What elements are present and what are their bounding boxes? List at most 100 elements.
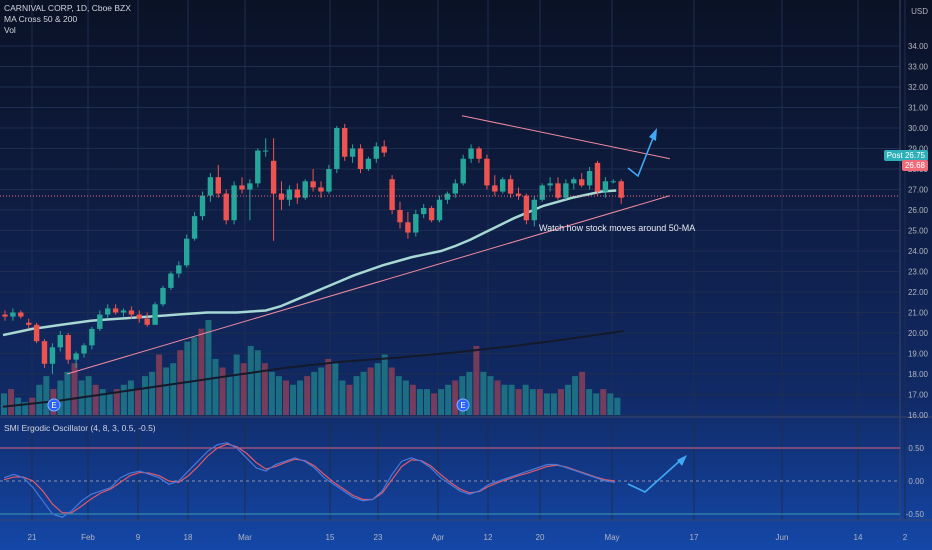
candle-body bbox=[507, 179, 514, 194]
osc-projection-arrow bbox=[627, 457, 684, 493]
volume-bar bbox=[134, 389, 141, 415]
ma50-line bbox=[2, 189, 617, 337]
earnings-marker-label: E bbox=[51, 401, 56, 410]
volume-bar bbox=[381, 354, 388, 415]
candles bbox=[2, 123, 624, 374]
candle bbox=[373, 142, 379, 163]
candle bbox=[531, 195, 537, 227]
price-axis-label: 19.00 bbox=[908, 350, 929, 359]
price-axis: 16.00 17.00 18.00 19.00 20.00 21.00 22.00 23.00… bbox=[908, 7, 929, 420]
candle-body bbox=[397, 210, 403, 223]
volume-bar bbox=[219, 367, 226, 415]
time-axis-label: 17 bbox=[690, 533, 699, 542]
volume-bar bbox=[536, 389, 543, 415]
volume-bar bbox=[557, 389, 564, 415]
candle-body bbox=[255, 150, 261, 184]
candle bbox=[539, 183, 545, 202]
volume-bar bbox=[353, 376, 360, 415]
candle bbox=[365, 156, 372, 172]
candle bbox=[144, 312, 150, 327]
candle-body bbox=[263, 150, 269, 152]
candle bbox=[152, 302, 158, 325]
candle bbox=[492, 175, 498, 196]
candle-body bbox=[468, 148, 474, 159]
volume-bar bbox=[424, 389, 430, 415]
time-axis-label: Mar bbox=[238, 533, 252, 542]
chart-annotation-text[interactable]: Watch how stock moves around 50-MA bbox=[539, 223, 696, 233]
volume-bar bbox=[29, 397, 36, 415]
volume-bar bbox=[318, 367, 325, 415]
price-axis-label: 16.00 bbox=[908, 411, 929, 420]
candle bbox=[176, 261, 182, 278]
candle bbox=[18, 310, 24, 319]
price-axis-label: 18.00 bbox=[908, 370, 929, 379]
candle bbox=[594, 160, 601, 196]
price-axis-label: 22.00 bbox=[908, 288, 929, 297]
candle bbox=[436, 195, 443, 223]
volume-bar bbox=[92, 384, 99, 415]
candle-body bbox=[33, 324, 40, 342]
price-axis-label: 34.00 bbox=[908, 42, 929, 51]
volume-bar bbox=[332, 363, 339, 415]
volume-indicator-label[interactable]: Vol bbox=[4, 25, 16, 35]
volume-bar bbox=[586, 389, 593, 415]
candle-body bbox=[547, 183, 553, 186]
candle-body bbox=[10, 312, 16, 317]
candle-body bbox=[579, 179, 585, 186]
candle-body bbox=[334, 128, 340, 169]
candle-body bbox=[144, 318, 150, 325]
ma-cross-indicator-label[interactable]: MA Cross 50 & 200 bbox=[4, 14, 78, 24]
candle bbox=[81, 343, 87, 358]
volume-bar bbox=[529, 389, 536, 415]
candle-body bbox=[436, 199, 443, 221]
candle-body bbox=[349, 148, 356, 157]
volume-bar bbox=[1, 393, 7, 415]
volume-bar bbox=[191, 337, 198, 415]
candle-body bbox=[128, 310, 135, 315]
candle-body bbox=[184, 238, 190, 266]
volume-bar bbox=[445, 384, 452, 415]
candle bbox=[26, 318, 32, 329]
candle-body bbox=[49, 347, 56, 364]
candle-body bbox=[492, 185, 498, 192]
candle-body bbox=[531, 199, 537, 221]
volume-bar bbox=[142, 376, 148, 415]
candle-body bbox=[41, 341, 48, 364]
volume-bar bbox=[311, 371, 318, 415]
volume-bar bbox=[268, 371, 275, 415]
candle bbox=[500, 177, 506, 194]
time-axis-label: 20 bbox=[536, 533, 545, 542]
candle bbox=[342, 123, 348, 161]
volume-bar bbox=[459, 376, 466, 415]
price-axis-label: 27.00 bbox=[908, 186, 929, 195]
candle bbox=[515, 187, 522, 200]
time-axis-label: 18 bbox=[184, 533, 193, 542]
volume-bar bbox=[572, 376, 579, 415]
candle-body bbox=[160, 287, 166, 305]
price-axis-label: 21.00 bbox=[908, 309, 929, 318]
volume-bar bbox=[290, 384, 297, 415]
earnings-marker: E bbox=[47, 398, 61, 412]
time-axis-label: 14 bbox=[854, 533, 863, 542]
price-axis-label: 29.00 bbox=[908, 145, 929, 154]
volume-bar bbox=[395, 376, 402, 415]
price-axis-label: 30.00 bbox=[908, 124, 929, 133]
volume-bar bbox=[297, 380, 304, 415]
grid bbox=[0, 0, 906, 520]
time-axis-label: 9 bbox=[136, 533, 141, 542]
candle bbox=[278, 181, 285, 210]
candle-body bbox=[191, 216, 198, 239]
volume-bar bbox=[480, 371, 487, 415]
earnings-marker-icon bbox=[456, 398, 470, 412]
symbol-title[interactable]: CARNIVAL CORP, 1D, Cboe BZX bbox=[4, 3, 131, 13]
oscillator-legend[interactable]: SMI Ergodic Oscillator (4, 8, 3, 0.5, -0… bbox=[4, 423, 156, 433]
candle-body bbox=[294, 189, 300, 198]
candle bbox=[405, 212, 411, 239]
volume-bar bbox=[261, 363, 268, 415]
candle-body bbox=[421, 207, 427, 215]
candle bbox=[507, 175, 514, 198]
candle bbox=[65, 333, 71, 364]
candle bbox=[357, 144, 364, 174]
